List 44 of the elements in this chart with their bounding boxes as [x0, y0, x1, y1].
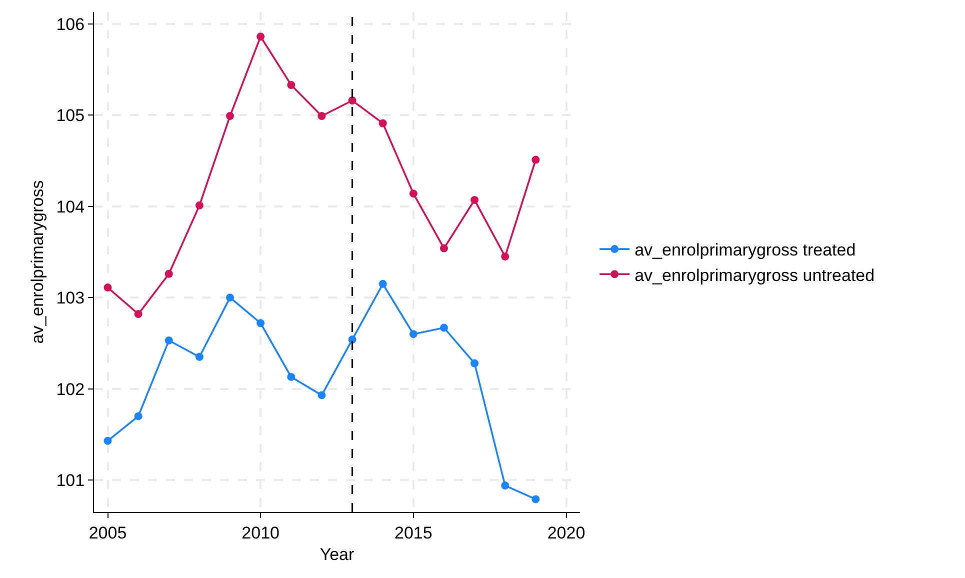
point: [318, 391, 326, 400]
point: [532, 156, 540, 164]
point: [440, 244, 448, 252]
legend-label: av_enrolprimarygross untreated: [634, 266, 875, 285]
point: [195, 201, 204, 210]
x-tick-label: 2010: [242, 523, 280, 542]
y-tick-label: 106: [56, 14, 85, 34]
point: [470, 196, 479, 204]
point: [287, 372, 296, 381]
point: [226, 294, 234, 302]
point: [318, 112, 326, 120]
point: [378, 280, 387, 288]
point: [256, 319, 265, 328]
point: [378, 119, 387, 128]
point: [104, 436, 112, 445]
y-tick-label: 103: [56, 288, 85, 308]
point: [226, 112, 234, 120]
x-axis-title: Year: [320, 544, 355, 564]
point: [134, 412, 142, 420]
point: [440, 324, 448, 332]
point: [348, 336, 356, 344]
y-tick-label: 101: [56, 471, 85, 490]
y-tick-label: 102: [56, 380, 85, 399]
point: [501, 252, 510, 261]
point: [164, 270, 173, 278]
x-tick-label: 2005: [88, 523, 127, 542]
y-tick-label: 104: [56, 197, 85, 216]
x-tick-label: 2015: [394, 523, 432, 542]
point: [409, 190, 418, 198]
point: [287, 80, 296, 89]
point: [348, 96, 356, 104]
point: [256, 32, 265, 41]
point: [409, 330, 418, 338]
point: [164, 336, 173, 344]
point: [134, 310, 142, 318]
point: [195, 352, 204, 361]
legend-label: av_enrolprimarygross treated: [634, 240, 856, 260]
x-tick-label: 2020: [547, 523, 586, 542]
point: [104, 284, 112, 292]
point: [470, 359, 479, 368]
point: [501, 482, 510, 490]
y-tick-label: 105: [56, 106, 85, 126]
y-axis-title: av_enrolprimarygross: [28, 180, 47, 344]
point: [532, 495, 540, 504]
